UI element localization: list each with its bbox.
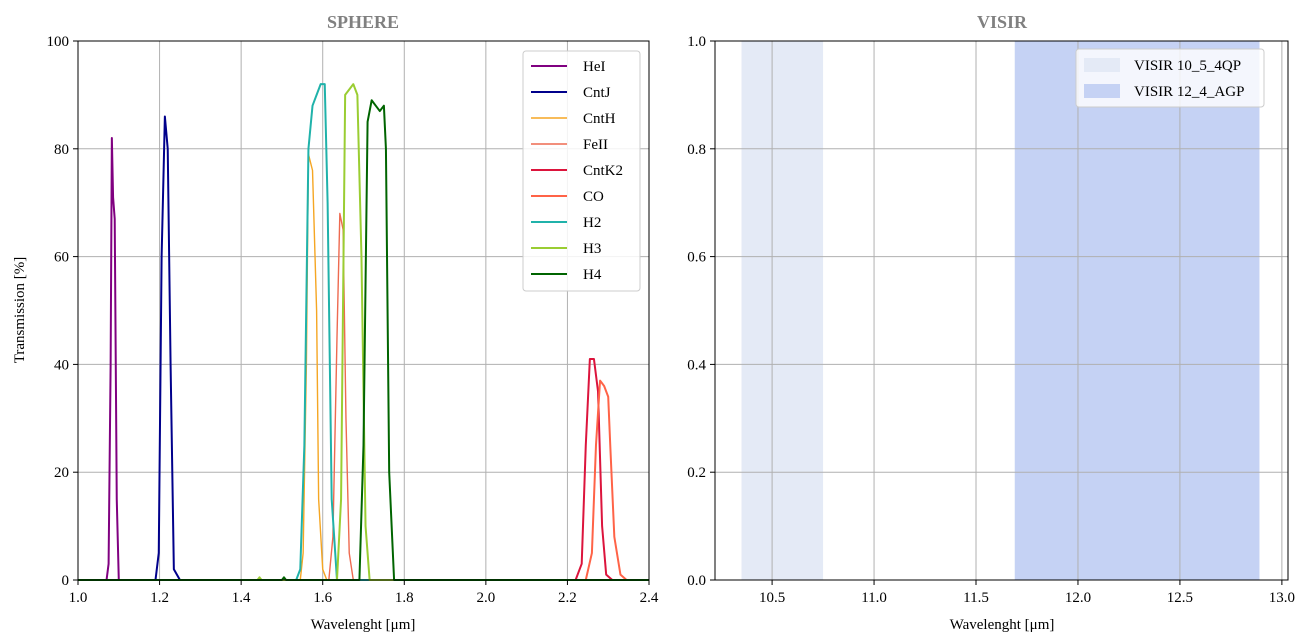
visir-legend-swatch-0 [1084, 58, 1120, 72]
visir-ytick-label-1: 0.2 [687, 465, 706, 481]
visir-xtick-label-0: 10.5 [759, 590, 785, 606]
sphere-xtick-label-4: 1.8 [395, 590, 414, 606]
visir-bands [741, 41, 1260, 580]
visir-legend-box [1075, 48, 1265, 108]
visir-xtick-label-4: 12.5 [1167, 590, 1193, 606]
legend-label-cntk2: CntK2 [583, 163, 623, 179]
sphere-ytick-label-5: 100 [47, 34, 70, 50]
visir-xtick-label-3: 12.0 [1065, 590, 1091, 606]
sphere-ylabel: Transmission [%] [12, 257, 28, 364]
visir-legend-label-0: VISIR 10_5_4QP [1134, 58, 1241, 74]
visir-xlabel: Wavelenght [μm] [950, 617, 1055, 633]
series-line-cnth [78, 153, 649, 581]
legend-label-feii: FeII [583, 137, 608, 153]
series-line-cntj [78, 115, 649, 581]
visir-ytick-label-3: 0.6 [687, 250, 706, 266]
series-line-feii [78, 212, 649, 581]
visir-xtick-label-1: 11.0 [861, 590, 887, 606]
sphere-xtick-label-1: 1.2 [150, 590, 169, 606]
legend-label-hei: HeI [583, 59, 606, 75]
sphere-legend-box [522, 50, 641, 292]
sphere-panel: SPHERE 1.0 1.2 1.4 1.6 1.8 2.0 2.2 2.4 0 20 40 60 80… [12, 12, 659, 633]
sphere-xtick-label-3: 1.6 [313, 590, 332, 606]
legend-label-cnth: CntH [583, 111, 616, 127]
sphere-axes-frame [77, 40, 650, 581]
visir-legend-swatch-1 [1084, 84, 1120, 98]
series-line-cntk2 [78, 358, 649, 581]
sphere-xtick-label-2: 1.4 [232, 590, 251, 606]
visir-band-1 [1014, 41, 1260, 580]
series-line-co [78, 379, 649, 581]
legend-label-h4: H4 [583, 267, 602, 283]
legend-label-h2: H2 [583, 215, 601, 231]
sphere-title: SPHERE [327, 12, 399, 32]
legend-label-cntj: CntJ [583, 85, 611, 101]
sphere-xtick-label-5: 2.0 [476, 590, 495, 606]
visir-legend: VISIR 10_5_4QP VISIR 12_4_AGP [1075, 48, 1265, 108]
visir-xtick-label-2: 11.5 [963, 590, 989, 606]
visir-grid [715, 40, 1288, 581]
visir-ytick-label-0: 0.0 [687, 573, 706, 589]
visir-ytick-label-2: 0.4 [687, 357, 706, 373]
sphere-ytick-label-0: 0 [62, 573, 70, 589]
sphere-xtick-label-6: 2.2 [558, 590, 577, 606]
visir-band-0 [741, 41, 824, 580]
visir-xtick-label-5: 13.0 [1269, 590, 1295, 606]
legend-label-h3: H3 [583, 241, 601, 257]
visir-panel: VISIR 10.5 11.0 11.5 12.0 12.5 13.0 0.0 0.2 0.4 0… [687, 12, 1295, 633]
sphere-xlabel: Wavelenght [μm] [311, 617, 416, 633]
sphere-ytick-label-4: 80 [54, 142, 69, 158]
visir-legend-label-1: VISIR 12_4_AGP [1134, 84, 1244, 100]
visir-ytick-label-5: 1.0 [687, 34, 706, 50]
sphere-ytick-label-1: 20 [54, 465, 69, 481]
sphere-legend: HeI CntJ CntH FeII CntK2 CO H2 H3 H4 [522, 50, 641, 292]
sphere-ytick-label-3: 60 [54, 250, 69, 266]
sphere-ytick-label-2: 40 [54, 357, 69, 373]
series-line-h4 [78, 99, 649, 581]
visir-axes-frame [714, 40, 1289, 581]
series-line-h3 [78, 83, 649, 581]
visir-title: VISIR [977, 12, 1028, 32]
visir-ytick-label-4: 0.8 [687, 142, 706, 158]
sphere-xtick-label-7: 2.4 [640, 590, 659, 606]
legend-label-co: CO [583, 189, 604, 205]
sphere-xtick-label-0: 1.0 [69, 590, 88, 606]
series-line-h2 [78, 83, 649, 581]
